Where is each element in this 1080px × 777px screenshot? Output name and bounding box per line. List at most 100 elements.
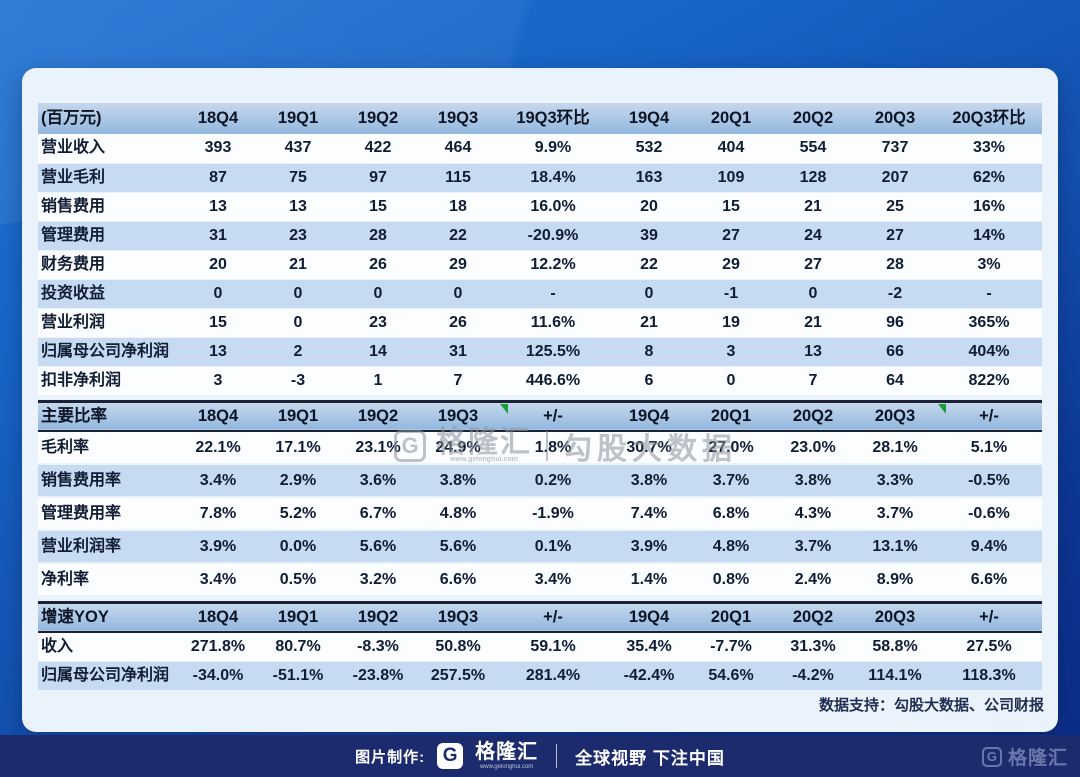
cell-value: 3.7% [772,530,854,564]
table-row: 营业毛利 87 75 97 115 18.4% 163 109 128 207 62% [38,163,1042,193]
cell-value: 0 [338,279,418,309]
column-header: +/- [936,600,1042,633]
row-label: 销售费用 [38,192,178,222]
cell-value: 9.9% [498,134,608,164]
column-header: 19Q3环比 [498,103,608,134]
cell-value: 87 [178,163,258,193]
section-spacer [38,395,1042,401]
table-row: 管理费用 31 23 28 22 -20.9% 39 27 24 27 14% [38,221,1042,251]
cell-value: 26 [338,250,418,280]
cell-value: 125.5% [498,337,608,367]
cell-value: -2 [854,279,936,309]
cell-value: 27 [854,221,936,251]
column-header: 20Q3环比 [936,103,1042,134]
column-header: 18Q4 [178,103,258,134]
column-header: 19Q4 [608,399,690,432]
cell-value: 6.7% [338,497,418,531]
gelonghui-logo-icon: G [437,743,464,769]
table-row: 营业利润 15 0 23 26 11.6% 21 19 21 96 365% [38,308,1042,338]
gelonghui-logo-icon: G [981,746,1002,767]
cell-value: 5.1% [936,431,1042,465]
cell-value: 115 [418,163,498,193]
cell-value: 23 [338,308,418,338]
section-title-yoy: 增速YOY [38,600,178,633]
cell-value: 96 [854,308,936,338]
cell-value: 54.6% [690,661,772,691]
cell-value: 6.8% [690,497,772,531]
cell-value: 281.4% [498,661,608,691]
row-label: 归属母公司净利润 [38,661,178,691]
bar-divider [556,744,558,768]
cell-value: 0.5% [258,563,338,597]
cell-value: -0.5% [936,464,1042,498]
cell-value: 2.4% [772,563,854,597]
cell-value: 3.3% [854,464,936,498]
cell-value: 3.8% [608,464,690,498]
cell-value: 22 [608,250,690,280]
row-label: 营业利润率 [38,530,178,564]
cell-value: 7 [772,366,854,396]
cell-value: 365% [936,308,1042,338]
cell-value: 27.5% [936,632,1042,662]
column-header: 20Q3 [854,103,936,134]
cell-value: 30.7% [608,431,690,465]
column-header: 18Q4 [178,399,258,432]
cell-value: 66 [854,337,936,367]
column-header: 19Q2 [338,600,418,633]
cell-value: 437 [258,134,338,164]
section-title-ratios: 主要比率 [38,399,178,432]
cell-value: 1.8% [498,431,608,465]
table-row: 销售费用率 3.4% 2.9% 3.6% 3.8% 0.2% 3.8% 3.7% 3.8% 3.3… [38,464,1042,498]
comment-marker-icon [500,404,508,414]
cell-value: 109 [690,163,772,193]
cell-value: 12.2% [498,250,608,280]
brand-site: www.gelonghui.com [479,764,534,770]
column-header: 20Q1 [690,600,772,633]
cell-value: 207 [854,163,936,193]
column-header: 19Q3 [418,399,498,432]
cell-value: -23.8% [338,661,418,691]
table-row: 管理费用率 7.8% 5.2% 6.7% 4.8% -1.9% 7.4% 6.8% 4.3% 3.… [38,497,1042,531]
brand-name-block: 格隆汇 www.gelonghui.com [475,742,538,770]
comment-marker-icon [938,404,946,414]
corner-watermark: G 格隆汇 [981,743,1068,770]
brand-name: 格隆汇 [475,741,539,763]
table-row: 财务费用 20 21 26 29 12.2% 22 29 27 28 3% [38,250,1042,280]
cell-value: 29 [690,250,772,280]
cell-value: 3.7% [690,464,772,498]
cell-value: 2 [258,337,338,367]
cell-value: 0 [178,279,258,309]
cell-value: 0 [418,279,498,309]
cell-value: 393 [178,134,258,164]
cell-value: -51.1% [258,661,338,691]
column-header: 19Q3 [418,103,498,134]
cell-value: 31 [418,337,498,367]
table-row: 归属母公司净利润 13 2 14 31 125.5% 8 3 13 66 404% [38,337,1042,367]
cell-value: 5.6% [418,530,498,564]
column-header: 19Q4 [608,103,690,134]
cell-value: 15 [338,192,418,222]
row-label: 归属母公司净利润 [38,337,178,367]
cell-value: 23.0% [772,431,854,465]
column-header: +/- [498,399,608,432]
cell-value: 404 [690,134,772,164]
column-header: 19Q4 [608,600,690,633]
column-header: 20Q2 [772,399,854,432]
cell-value: -42.4% [608,661,690,691]
cell-value: 23 [258,221,338,251]
column-header: 19Q1 [258,399,338,432]
cell-value: 4.3% [772,497,854,531]
cell-value: 7.4% [608,497,690,531]
row-label: 毛利率 [38,431,178,465]
cell-value: 163 [608,163,690,193]
cell-value: 118.3% [936,661,1042,691]
cell-value: 464 [418,134,498,164]
cell-value: - [936,279,1042,309]
cell-value: 39 [608,221,690,251]
table-row: 归属母公司净利润 -34.0% -51.1% -23.8% 257.5% 281.4% -4… [38,661,1042,691]
table-row: 营业收入 393 437 422 464 9.9% 532 404 554 737 33% [38,134,1042,164]
cell-value: 3.6% [338,464,418,498]
cell-value: 15 [690,192,772,222]
cell-value: 97 [338,163,418,193]
column-header: 19Q2 [338,399,418,432]
